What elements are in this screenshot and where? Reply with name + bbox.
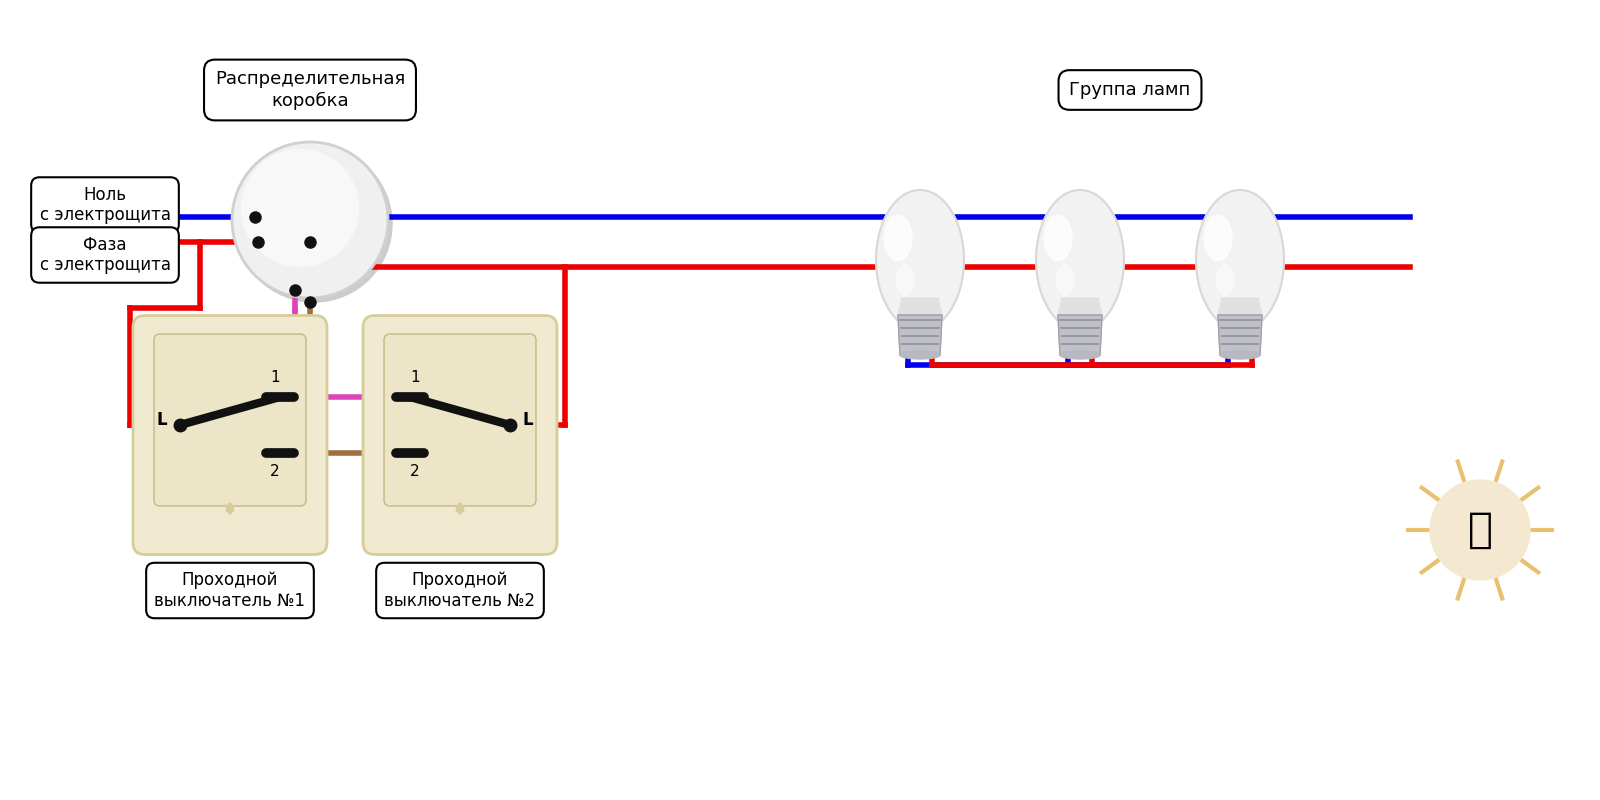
Circle shape [1430, 480, 1530, 580]
FancyBboxPatch shape [133, 315, 326, 554]
Text: Группа ламп: Группа ламп [1069, 81, 1190, 99]
Ellipse shape [1056, 265, 1074, 295]
Polygon shape [1058, 298, 1102, 315]
Ellipse shape [1205, 215, 1232, 261]
Text: L: L [157, 411, 168, 429]
Text: 1: 1 [410, 370, 419, 386]
Ellipse shape [1221, 351, 1261, 359]
Text: Распределительная
коробка: Распределительная коробка [214, 70, 405, 110]
Ellipse shape [1197, 190, 1283, 330]
Ellipse shape [883, 215, 912, 261]
Text: 🤌: 🤌 [1467, 509, 1493, 551]
Text: Проходной
выключатель №2: Проходной выключатель №2 [384, 571, 536, 610]
Polygon shape [1218, 298, 1262, 315]
Ellipse shape [899, 351, 941, 359]
Text: 2: 2 [410, 465, 419, 479]
Ellipse shape [1037, 190, 1123, 330]
Ellipse shape [1059, 351, 1101, 359]
Polygon shape [1058, 315, 1102, 355]
Ellipse shape [877, 190, 963, 330]
Text: Ноль
с электрощита: Ноль с электрощита [40, 186, 171, 224]
FancyBboxPatch shape [154, 334, 306, 506]
FancyBboxPatch shape [363, 315, 557, 554]
Text: Фаза
с электрощита: Фаза с электрощита [40, 235, 171, 274]
Text: L: L [523, 411, 533, 429]
Ellipse shape [1216, 265, 1234, 295]
Circle shape [237, 146, 392, 302]
Text: Проходной
выключатель №1: Проходной выключатель №1 [155, 571, 306, 610]
FancyBboxPatch shape [384, 334, 536, 506]
Text: 1: 1 [270, 370, 280, 386]
Ellipse shape [1043, 215, 1072, 261]
Ellipse shape [896, 265, 914, 295]
Polygon shape [1218, 315, 1262, 355]
Text: 2: 2 [270, 465, 280, 479]
Circle shape [242, 150, 358, 266]
Circle shape [232, 142, 387, 298]
Polygon shape [898, 315, 942, 355]
Polygon shape [898, 298, 942, 315]
